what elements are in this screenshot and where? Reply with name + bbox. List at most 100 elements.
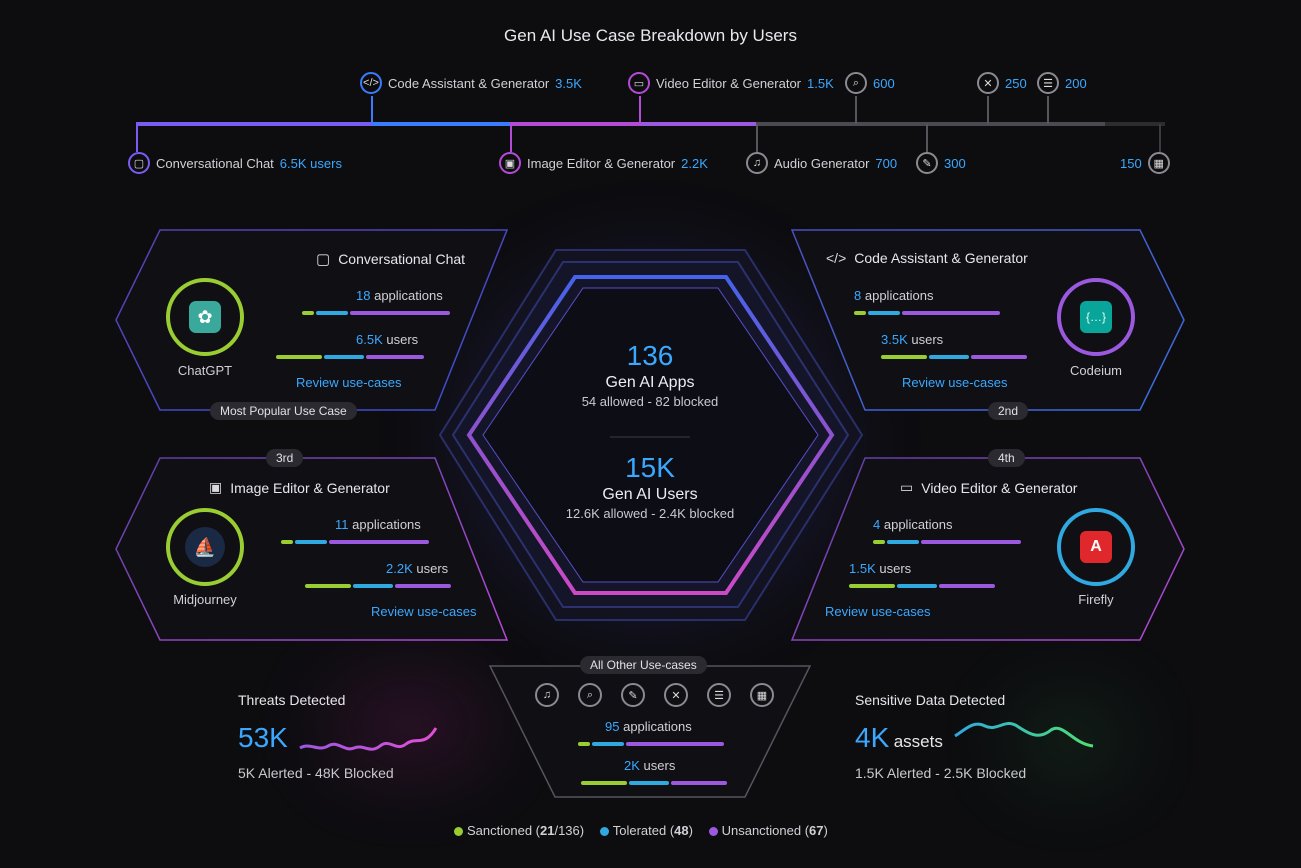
timeline-value: 200 xyxy=(1065,75,1087,91)
sensitive-title: Sensitive Data Detected xyxy=(855,692,1006,708)
music-icon[interactable]: ♫ xyxy=(535,683,559,707)
codeium-logo: {…} xyxy=(1057,278,1135,356)
timeline-item-chat[interactable]: ▢ Conversational Chat 6.5K users xyxy=(128,152,342,174)
bar-sanctioned xyxy=(578,742,590,746)
timeline-value: 1.5K xyxy=(807,75,834,91)
timeline-item-code[interactable]: </> Code Assistant & Generator 3.5K xyxy=(360,72,582,94)
other-badge: All Other Use-cases xyxy=(580,656,707,674)
apps-count: 8 xyxy=(854,288,862,303)
timeline-item-list[interactable]: ☰ 200 xyxy=(1037,72,1087,94)
timeline-item-calendar[interactable]: 150 ▦ xyxy=(1120,152,1170,174)
apps-label: applications xyxy=(883,517,953,532)
apps-count: 11 xyxy=(335,517,349,532)
calendar-icon[interactable]: ▦ xyxy=(750,683,774,707)
timeline-item-tools[interactable]: ✕ 250 xyxy=(977,72,1027,94)
threats-title: Threats Detected xyxy=(238,692,346,708)
apps-stat: 11 applications xyxy=(335,517,421,532)
video-icon: ▭ xyxy=(900,479,914,495)
card-title-image: ▣ Image Editor & Generator xyxy=(209,479,390,496)
legend-label: ) xyxy=(823,823,828,838)
bar-sanctioned xyxy=(881,355,927,359)
bar-unsanctioned xyxy=(329,540,429,544)
chat-icon: ▢ xyxy=(316,251,331,268)
apps-bar xyxy=(873,540,1021,544)
apps-bar xyxy=(302,311,450,315)
timeline-item-video[interactable]: ▭ Video Editor & Generator 1.5K xyxy=(628,72,834,94)
apps-bar xyxy=(281,540,429,544)
timeline-label: Image Editor & Generator xyxy=(527,155,676,171)
timeline-value: 300 xyxy=(944,155,966,171)
bar-tolerated xyxy=(295,540,327,544)
bar-tolerated xyxy=(887,540,919,544)
legend-label: Tolerated ( xyxy=(612,823,675,838)
timeline-label: Audio Generator xyxy=(774,155,870,171)
chatgpt-icon: ✿ xyxy=(189,301,221,333)
calendar-icon: ▦ xyxy=(1147,152,1170,174)
sensitive-value-row: 4K assets xyxy=(855,722,943,754)
list-icon[interactable]: ☰ xyxy=(707,683,731,707)
apps-stat: 8 applications xyxy=(854,288,934,303)
users-count: 1.5K xyxy=(849,561,876,576)
users-bar xyxy=(849,584,995,588)
tolerated-dot xyxy=(599,827,609,837)
center-stats: 136 Gen AI Apps 54 allowed - 82 blocked xyxy=(550,340,750,409)
sensitive-value: 4K xyxy=(855,722,890,753)
rank-badge: 2nd xyxy=(988,402,1029,420)
review-link[interactable]: Review use-cases xyxy=(371,604,477,619)
review-link[interactable]: Review use-cases xyxy=(296,375,402,390)
codeium-icon: {…} xyxy=(1080,301,1112,333)
review-link[interactable]: Review use-cases xyxy=(825,604,931,619)
page-title: Gen AI Use Case Breakdown by Users xyxy=(504,26,797,45)
apps-stat: 18 applications xyxy=(356,288,443,303)
tools-icon: ✕ xyxy=(977,72,999,94)
card-title: Video Editor & Generator xyxy=(921,479,1078,496)
users-bar xyxy=(881,355,1027,359)
timeline-label: Conversational Chat xyxy=(156,155,274,171)
users-bar xyxy=(276,355,424,359)
users-stat: 6.5K users xyxy=(356,332,418,347)
legend: Sanctioned (21/136) Tolerated (48) Unsan… xyxy=(442,823,828,838)
card-title-video: ▭ Video Editor & Generator xyxy=(900,479,1077,496)
pen-icon: ✎ xyxy=(916,152,938,174)
apps-count: 95 xyxy=(605,719,620,734)
users-label: Gen AI Users xyxy=(602,486,698,503)
bar-unsanctioned xyxy=(971,355,1027,359)
timeline-value: 3.5K xyxy=(555,75,582,91)
users-stat: 2.2K users xyxy=(386,561,448,576)
tools-icon[interactable]: ✕ xyxy=(664,683,688,707)
chat-icon: ▢ xyxy=(128,152,150,174)
users-count: 3.5K xyxy=(881,332,908,347)
timeline-item-pen[interactable]: ✎ 300 xyxy=(916,152,966,174)
timeline-item-audio[interactable]: ♫ Audio Generator 700 xyxy=(746,152,897,174)
users-bar xyxy=(305,584,451,588)
timeline-value: 700 xyxy=(875,155,898,171)
apps-count: 18 xyxy=(356,288,371,303)
sensitive-sub: 1.5K Alerted - 2.5K Blocked xyxy=(855,765,1027,781)
apps-stat: 95 applications xyxy=(605,719,692,734)
image-icon: ▣ xyxy=(499,152,521,174)
apps-sub: 54 allowed - 82 blocked xyxy=(581,394,719,409)
card-title: Image Editor & Generator xyxy=(230,479,390,496)
bar-tolerated xyxy=(316,311,348,315)
bar-sanctioned xyxy=(281,540,293,544)
sensitive-unit: assets xyxy=(893,732,943,751)
center-users: 15K Gen AI Users 12.6K allowed - 2.4K bl… xyxy=(530,452,770,521)
firefly-logo: A xyxy=(1057,508,1135,586)
review-link[interactable]: Review use-cases xyxy=(902,375,1008,390)
code-icon: </> xyxy=(360,72,382,94)
midjourney-logo: ⛵ xyxy=(166,508,244,586)
users-label: users xyxy=(386,332,419,347)
pen-icon[interactable]: ✎ xyxy=(621,683,645,707)
search-icon[interactable]: ⌕ xyxy=(578,683,602,707)
app-name: Codeium xyxy=(1069,363,1123,378)
rank-badge: 3rd xyxy=(266,449,304,467)
timeline-value: 250 xyxy=(1005,75,1027,91)
search-icon: ⌕ xyxy=(845,72,867,94)
chatgpt-logo: ✿ xyxy=(166,278,244,356)
unsanctioned-dot xyxy=(708,827,718,837)
users-count: 2K xyxy=(624,758,640,773)
users-count: 15K xyxy=(625,452,675,483)
timeline-item-search[interactable]: ⌕ 600 xyxy=(845,72,895,94)
timeline-item-image[interactable]: ▣ Image Editor & Generator 2.2K xyxy=(499,152,708,174)
apps-stat: 4 applications xyxy=(873,517,953,532)
